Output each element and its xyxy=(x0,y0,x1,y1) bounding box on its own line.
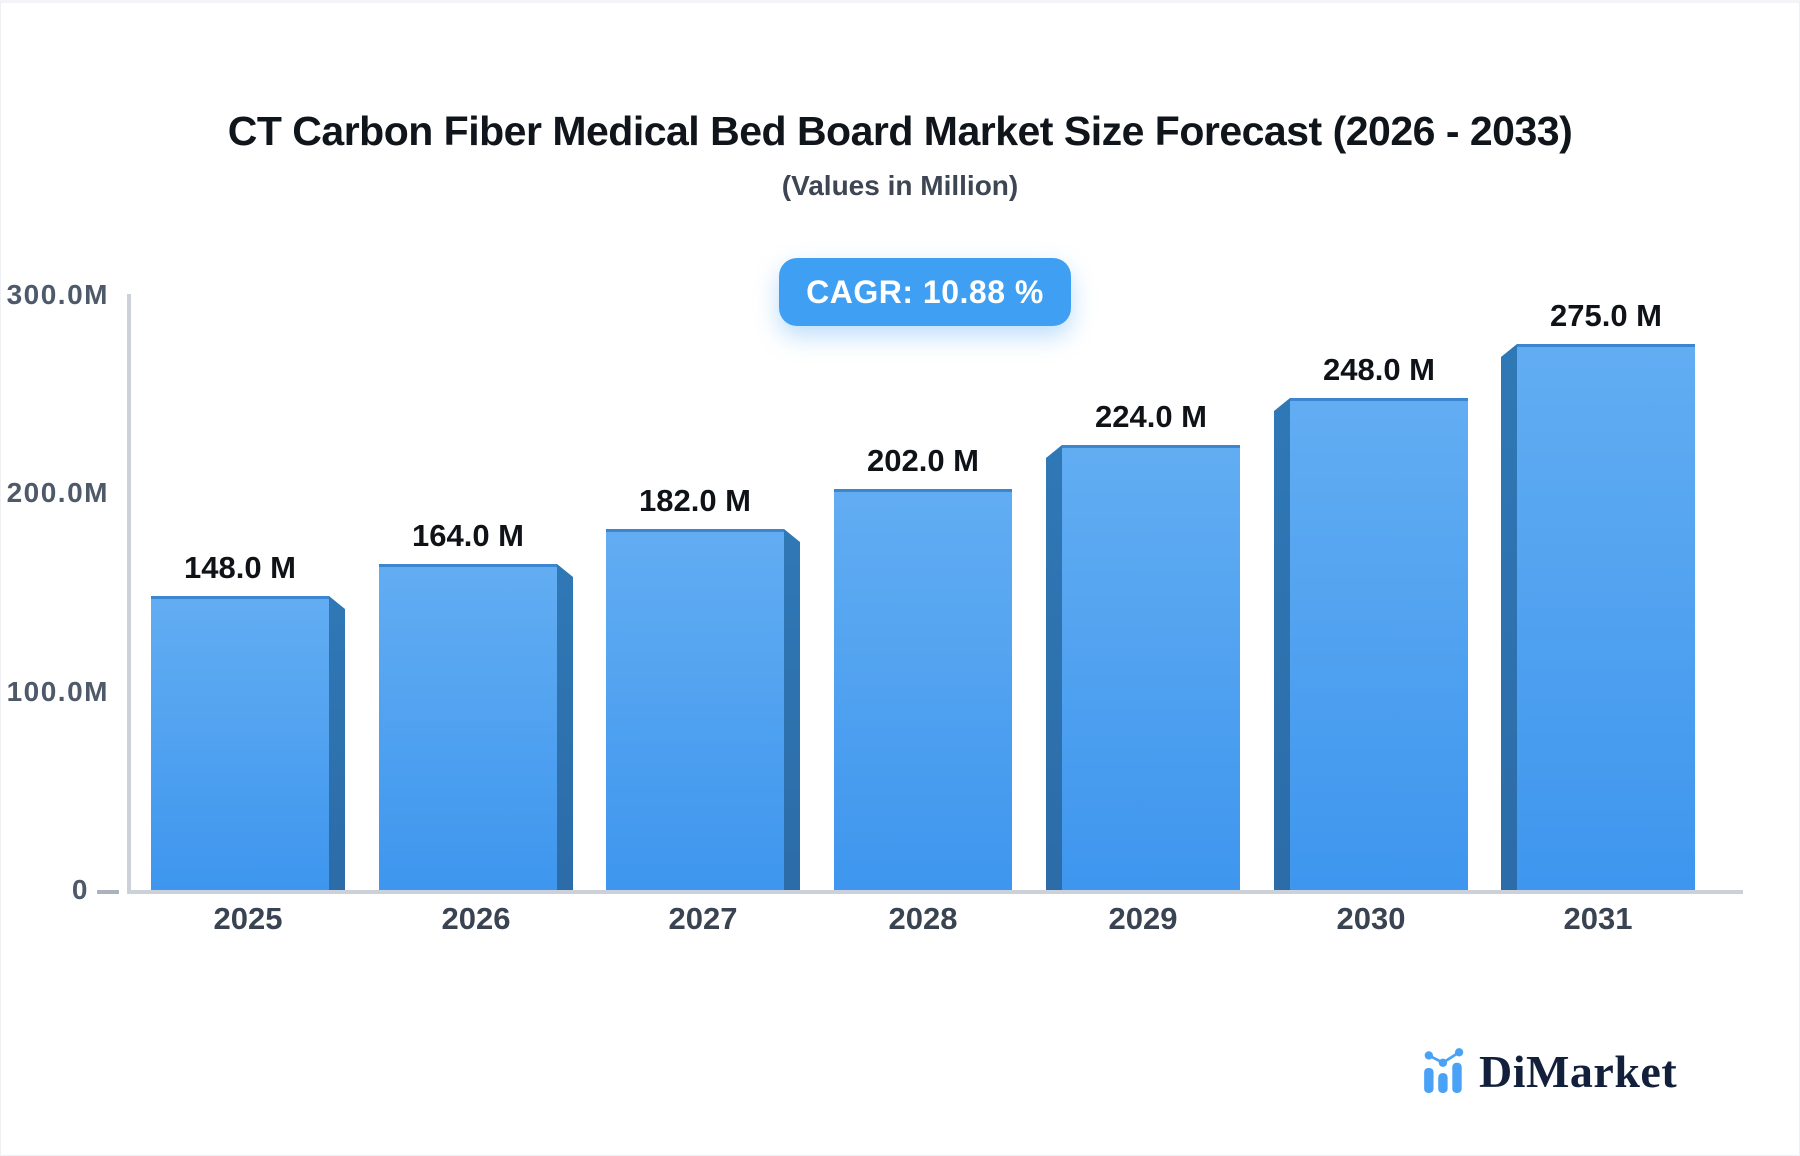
chart-title: CT Carbon Fiber Medical Bed Board Market… xyxy=(227,108,1573,154)
x-tick-label-2031: 2031 xyxy=(1563,901,1633,936)
x-axis-line xyxy=(127,890,1743,894)
brand-name: DiMarket xyxy=(1479,1045,1678,1097)
y-tick-label-300.0M: 300.0M xyxy=(6,278,109,310)
bar-value-label-2028: 202.0 M xyxy=(866,443,979,478)
bar-side-face-2026 xyxy=(557,564,573,890)
zero-tick-mark xyxy=(97,890,119,894)
bar-side-face-2027 xyxy=(784,529,800,890)
bar-value-label-2025: 148.0 M xyxy=(183,550,296,585)
bar-value-label-2027: 182.0 M xyxy=(638,483,751,518)
bar-2029 xyxy=(1062,445,1240,890)
bar-value-label-2031: 275.0 M xyxy=(1549,298,1662,333)
x-tick-label-2025: 2025 xyxy=(213,901,283,936)
x-tick-label-2029: 2029 xyxy=(1108,901,1178,936)
bar-value-label-2026: 164.0 M xyxy=(411,518,524,553)
y-tick-label-200.0M: 200.0M xyxy=(6,477,109,508)
chart-subtitle: (Values in Million) xyxy=(781,170,1019,201)
brand-logo: DiMarket xyxy=(1424,1045,1677,1098)
bar-2028 xyxy=(834,489,1012,890)
x-tick-label-2026: 2026 xyxy=(441,901,511,936)
x-tick-label-2028: 2028 xyxy=(888,901,958,936)
x-tick-label-2030: 2030 xyxy=(1336,901,1406,936)
bar-value-label-2030: 248.0 M xyxy=(1322,352,1435,387)
bar-side-face-2029 xyxy=(1046,445,1062,890)
bar-2025 xyxy=(151,596,329,890)
y-tick-label-0: 0 xyxy=(71,874,89,905)
bar-2031 xyxy=(1517,344,1695,890)
bar-side-face-2025 xyxy=(329,596,345,890)
bar-side-face-2031 xyxy=(1501,344,1517,890)
x-tick-label-2027: 2027 xyxy=(668,901,738,936)
bar-2027 xyxy=(606,529,784,890)
cagr-badge: CAGR: 10.88 % xyxy=(779,258,1071,326)
y-axis-line xyxy=(127,294,131,894)
bar-2030 xyxy=(1290,398,1468,890)
bar-chart-plot-area: 300.0M 200.0M 100.0M 0 148.0 M 2025 164.0 M 202… xyxy=(1,3,1799,1155)
bar-2026 xyxy=(379,564,557,890)
bar-value-label-2029: 224.0 M xyxy=(1094,399,1207,434)
y-tick-label-100.0M: 100.0M xyxy=(6,675,109,707)
bar-side-face-2030 xyxy=(1274,398,1290,890)
mini-bar-chart-logo-icon xyxy=(1424,1045,1466,1098)
